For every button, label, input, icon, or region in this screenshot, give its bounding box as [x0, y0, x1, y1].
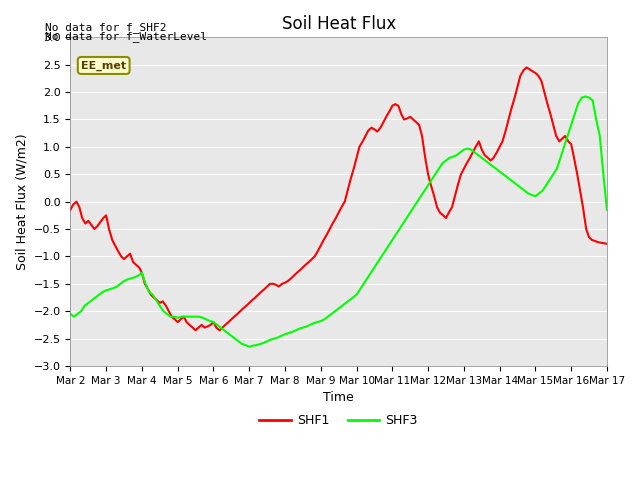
SHF3 — [445, 155, 453, 161]
Text: EE_met: EE_met — [81, 60, 126, 71]
SHF1 — [603, 241, 611, 247]
SHF3 — [603, 207, 611, 213]
SHF3 — [582, 94, 589, 99]
Text: No data for f_SHF2: No data for f_SHF2 — [45, 22, 166, 33]
SHF3 — [245, 344, 253, 349]
Y-axis label: Soil Heat Flux (W/m2): Soil Heat Flux (W/m2) — [15, 133, 28, 270]
SHF1 — [147, 292, 155, 298]
SHF1 — [192, 327, 200, 333]
Line: SHF3: SHF3 — [70, 96, 607, 347]
SHF1 — [326, 226, 333, 232]
SHF3 — [396, 226, 403, 232]
SHF1 — [111, 242, 119, 248]
SHF3 — [332, 308, 339, 314]
SHF1 — [523, 65, 531, 71]
SHF3 — [600, 171, 607, 177]
SHF1 — [219, 325, 227, 331]
SHF3 — [260, 340, 268, 346]
SHF3 — [67, 311, 74, 317]
SHF1 — [514, 84, 522, 89]
Line: SHF1: SHF1 — [70, 68, 607, 330]
Legend: SHF1, SHF3: SHF1, SHF3 — [255, 409, 423, 432]
Title: Soil Heat Flux: Soil Heat Flux — [282, 15, 396, 33]
X-axis label: Time: Time — [323, 391, 354, 404]
SHF3 — [410, 204, 418, 210]
SHF1 — [67, 207, 74, 213]
SHF1 — [329, 221, 337, 227]
Text: No data for f_WaterLevel: No data for f_WaterLevel — [45, 31, 207, 42]
